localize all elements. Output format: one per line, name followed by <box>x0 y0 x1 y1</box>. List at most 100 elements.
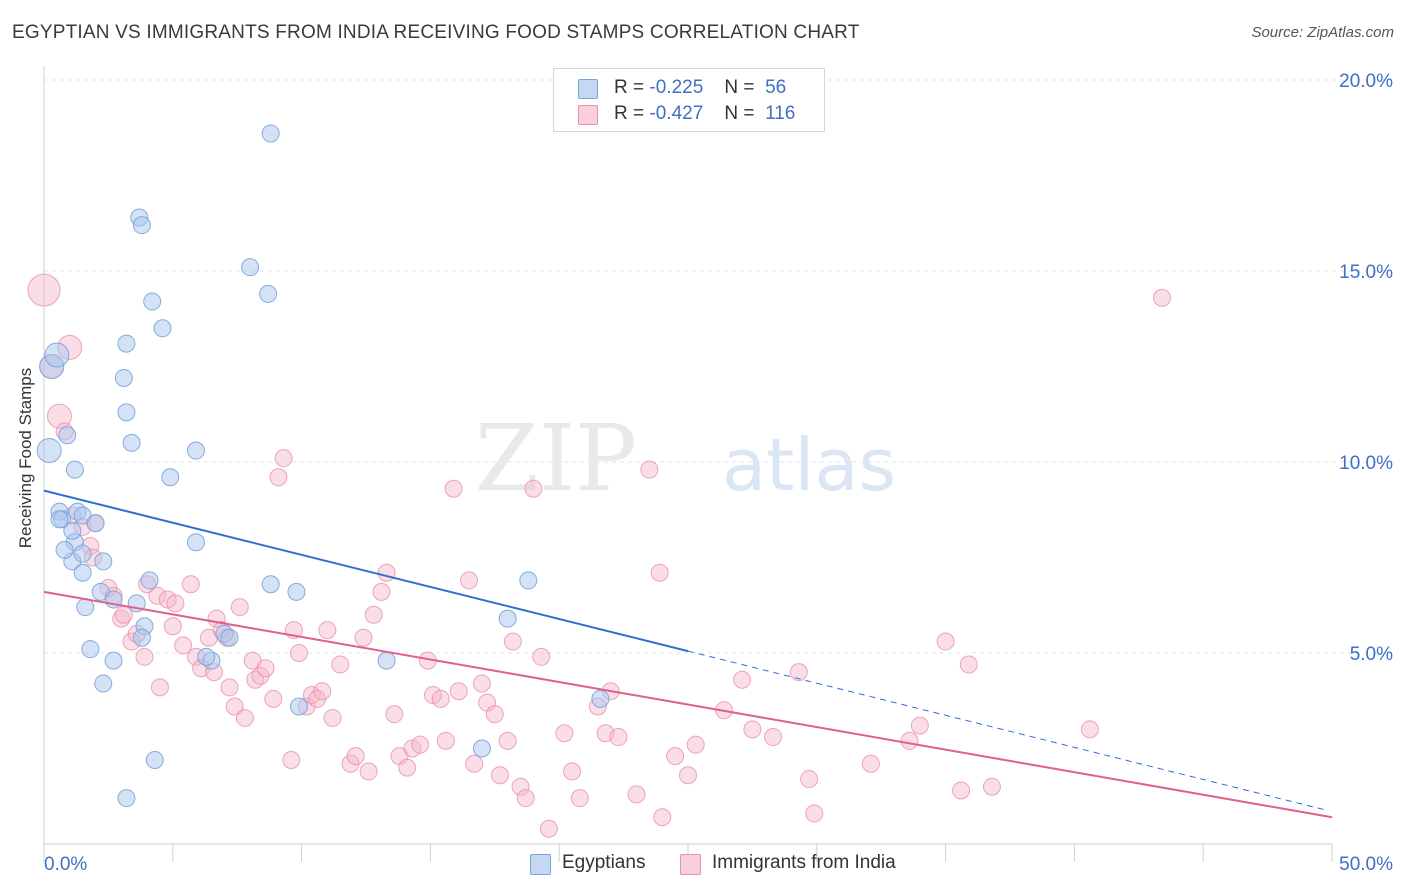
india-point <box>290 644 309 662</box>
india-point <box>377 563 396 582</box>
y-tick-label-3: 20.0% <box>1339 71 1393 92</box>
r-value-egyptians: -0.225 <box>649 77 704 98</box>
egyptian-point <box>114 368 133 387</box>
india-point <box>411 735 430 754</box>
n-value-india: 116 <box>765 103 796 124</box>
india-point <box>1152 288 1171 307</box>
india-point <box>313 682 332 701</box>
egyptian-point <box>132 628 151 647</box>
india-point <box>323 708 342 727</box>
india-point <box>346 747 365 766</box>
egyptian-point <box>261 124 280 143</box>
india-point <box>498 731 517 750</box>
legend-text-egyptians: R = -0.225 N = 56 <box>614 77 786 99</box>
x-tick-label-min: 0.0% <box>44 854 87 875</box>
egyptian-point <box>44 342 70 368</box>
india-point <box>385 705 404 724</box>
y-tick-label-0: 5.0% <box>1350 644 1393 665</box>
india-point <box>910 716 929 735</box>
egyptian-point <box>153 319 172 338</box>
n-value-egyptians: 56 <box>765 77 787 98</box>
india-point <box>900 731 919 750</box>
egyptian-point <box>73 544 92 563</box>
india-point <box>436 731 455 750</box>
india-point <box>465 754 484 773</box>
india-point <box>444 479 463 498</box>
india-point <box>148 586 167 605</box>
india-point <box>511 777 530 796</box>
egyptian-point <box>377 651 396 670</box>
india-point <box>952 781 971 800</box>
india-point <box>166 594 185 613</box>
egyptian-point <box>241 258 260 277</box>
india-point <box>46 403 72 429</box>
egyptian-point <box>498 609 517 628</box>
india-point <box>27 273 61 307</box>
bottom-label-india: Immigrants from India <box>712 852 896 873</box>
india-point <box>359 762 378 781</box>
india-point <box>524 479 543 498</box>
india-point <box>563 762 582 781</box>
watermark-zip: ZIP <box>475 405 637 512</box>
egyptian-point <box>55 540 74 559</box>
india-point <box>282 750 301 769</box>
india-point <box>764 728 783 747</box>
egyptian-point <box>117 334 136 353</box>
india-point <box>609 728 628 747</box>
bottom-legend-india: Immigrants from India <box>680 852 940 876</box>
india-point <box>398 758 417 777</box>
india-point <box>354 628 373 647</box>
egyptian-point <box>122 433 141 452</box>
egyptian-point <box>519 571 538 590</box>
india-point <box>1080 720 1099 739</box>
india-point <box>150 678 169 697</box>
india-point <box>686 735 705 754</box>
n-label: N = <box>724 103 755 124</box>
egyptian-point <box>145 750 164 769</box>
egyptian-point <box>94 674 113 693</box>
india-point <box>220 678 239 697</box>
india-point <box>449 682 468 701</box>
india-point <box>485 705 504 724</box>
x-tick-label-max: 50.0% <box>1339 854 1393 875</box>
egyptian-point <box>104 651 123 670</box>
egyptian-point <box>86 514 105 533</box>
egyptian-point <box>591 689 610 708</box>
watermark-atlas: atlas <box>722 423 896 507</box>
india-point <box>274 449 293 468</box>
india-point <box>743 720 762 739</box>
india-point <box>982 777 1001 796</box>
india-point <box>666 747 685 766</box>
y-tick-label-1: 10.0% <box>1339 453 1393 474</box>
bottom-label-egyptians: Egyptians <box>562 852 646 873</box>
india-point <box>225 697 244 716</box>
egyptian-point <box>143 292 162 311</box>
india-point <box>264 689 283 708</box>
india-point <box>318 621 337 640</box>
egyptian-point <box>261 575 280 594</box>
egyptian-point <box>73 563 92 582</box>
india-point <box>163 617 182 636</box>
bottom-legend-egyptians: Egyptians <box>530 852 670 876</box>
india-point <box>959 655 978 674</box>
india-point <box>800 770 819 789</box>
egyptian-trend-dashed <box>687 650 1325 811</box>
india-point <box>640 460 659 479</box>
trend-lines <box>43 489 1333 819</box>
egyptian-point <box>76 598 95 617</box>
india-point <box>516 789 535 808</box>
egyptian-point <box>140 571 159 590</box>
india-point <box>181 575 200 594</box>
india-points <box>27 273 1171 838</box>
india-point <box>650 563 669 582</box>
legend-swatch-india <box>578 105 598 125</box>
egyptian-point <box>290 697 309 716</box>
egyptian-point <box>65 460 84 479</box>
correlation-legend: R = -0.225 N = 56 R = -0.427 N = 116 <box>553 68 825 132</box>
india-point <box>372 582 391 601</box>
india-point <box>627 785 646 804</box>
india-point <box>555 724 574 743</box>
r-value-india: -0.427 <box>649 103 704 124</box>
india-point <box>331 655 350 674</box>
